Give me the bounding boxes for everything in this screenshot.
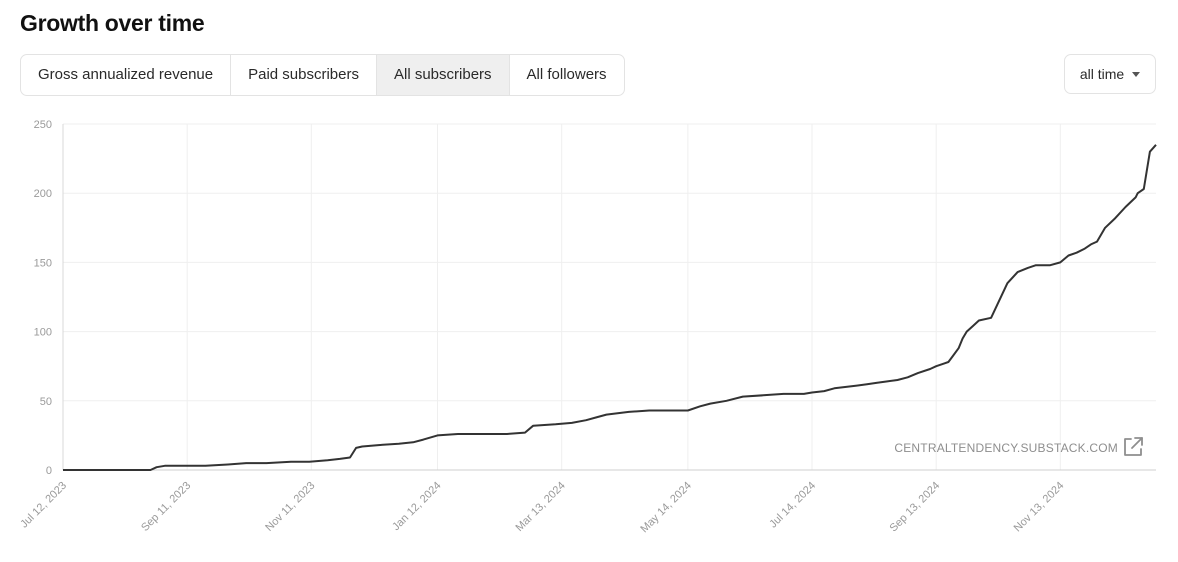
x-tick-label: Jan 12, 2024 — [390, 480, 443, 533]
x-tick-label: Mar 13, 2024 — [513, 480, 567, 534]
y-tick-label: 250 — [34, 119, 52, 131]
series-line — [63, 144, 1157, 471]
x-axis-ticks: Jul 12, 2023 Sep 11, 2023 Nov 11, 2023 Jan … — [18, 480, 1066, 536]
page-title: Growth over time — [20, 10, 205, 36]
y-tick-label: 0 — [46, 465, 52, 477]
chart-grid — [63, 123, 1156, 470]
chart-axes — [62, 124, 1156, 471]
y-axis-ticks: 0 50 100 150 200 250 — [34, 119, 52, 477]
x-tick-label: Jul 14, 2024 — [767, 480, 818, 531]
tab-all-subscribers[interactable]: All subscribers — [377, 55, 510, 95]
tab-paid-subscribers[interactable]: Paid subscribers — [231, 55, 377, 95]
x-tick-label: May 14, 2024 — [638, 480, 694, 536]
y-tick-label: 100 — [34, 327, 52, 339]
x-tick-label: Nov 11, 2023 — [263, 480, 317, 534]
x-tick-label: Sep 13, 2024 — [888, 480, 943, 535]
metric-tabs: Gross annualized revenue Paid subscriber… — [20, 54, 625, 96]
tab-all-followers[interactable]: All followers — [526, 66, 607, 83]
y-tick-label: 50 — [40, 396, 52, 408]
growth-chart: 0 50 100 150 200 250 Jul 12, 2023 Sep 11, 2023… — [18, 119, 1157, 536]
external-link-icon[interactable] — [1124, 437, 1143, 456]
watermark-text: CENTRALTENDENCY.SUBSTACK.COM — [894, 441, 1118, 455]
caret-down-icon — [1132, 71, 1141, 77]
x-tick-label: Jul 12, 2023 — [18, 480, 69, 531]
x-tick-label: Nov 13, 2024 — [1012, 480, 1067, 535]
tab-gross-annualized-revenue[interactable]: Gross annualized revenue — [21, 55, 232, 95]
time-range-select[interactable]: all time — [1064, 54, 1156, 94]
y-tick-label: 150 — [34, 257, 52, 269]
y-tick-label: 200 — [34, 188, 52, 200]
time-range-value: all time — [1079, 66, 1125, 82]
x-tick-label: Sep 11, 2023 — [139, 480, 193, 534]
